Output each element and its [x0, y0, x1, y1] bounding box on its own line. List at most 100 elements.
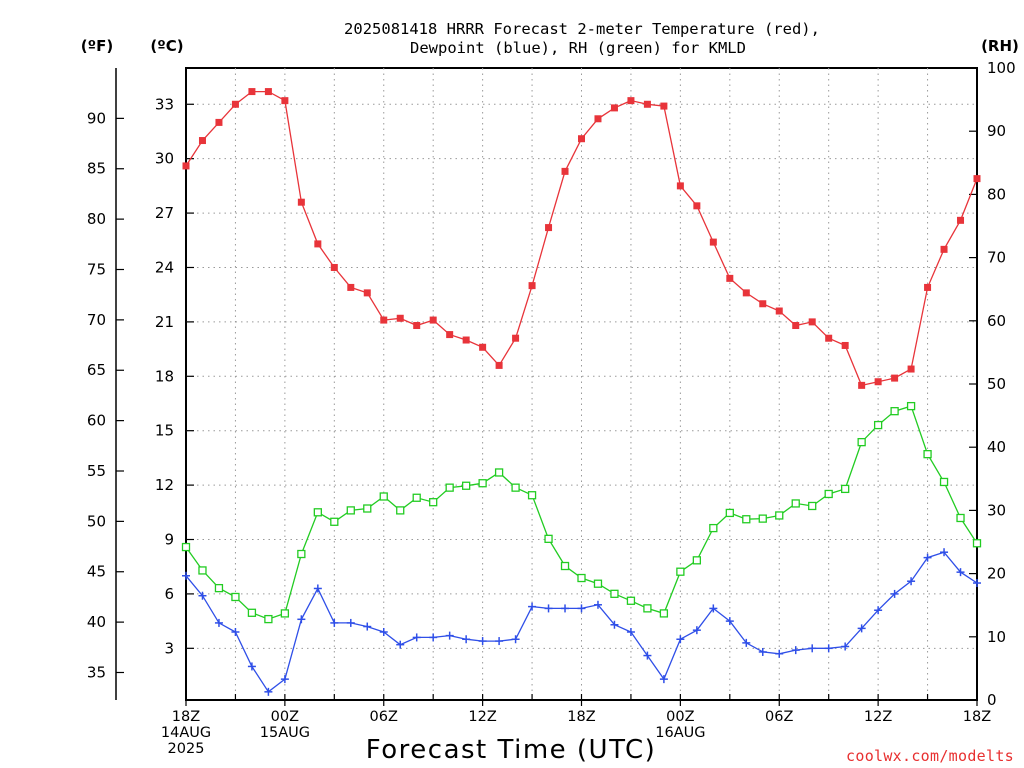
- dewpoint-point: [264, 687, 273, 696]
- temperature-point: [330, 263, 338, 271]
- temperature-point: [248, 88, 256, 96]
- dewpoint-point: [528, 602, 537, 611]
- temperature-point: [578, 135, 585, 143]
- temperature-point: [940, 245, 948, 253]
- fahrenheit-tick-label: 85: [87, 160, 106, 178]
- rh-point: [412, 493, 421, 502]
- celsius-tick-label: 9: [164, 531, 174, 549]
- temperature-point: [676, 182, 684, 190]
- temperature-point: [380, 316, 388, 324]
- dewpoint-point: [577, 604, 586, 613]
- dewpoint-point: [956, 568, 965, 577]
- series-2: [181, 401, 982, 624]
- dewpoint-point: [940, 548, 949, 557]
- rh-point: [181, 542, 191, 552]
- fahrenheit-unit-label: (ºF): [81, 37, 113, 55]
- rh-point: [478, 479, 487, 488]
- x-tick-label: 2025: [168, 741, 205, 757]
- rh-point: [363, 504, 372, 513]
- rh-point: [742, 515, 751, 524]
- temperature-point: [281, 97, 289, 105]
- rh-point: [313, 508, 322, 517]
- temperature-point: [643, 100, 651, 108]
- dewpoint-point: [775, 649, 784, 658]
- rh-tick-label: 70: [987, 249, 1006, 267]
- temperature-point: [594, 115, 602, 123]
- x-tick-label: 06Z: [370, 709, 398, 725]
- temperature-point: [891, 374, 899, 382]
- dewpoint-point: [874, 606, 883, 615]
- celsius-tick-label: 24: [155, 258, 174, 276]
- dewpoint-point: [297, 615, 306, 624]
- dewpoint-point: [610, 620, 619, 629]
- dewpoint-point: [247, 662, 256, 671]
- rh-point: [610, 589, 619, 598]
- fahrenheit-tick-label: 80: [87, 210, 106, 228]
- rh-tick-label: 30: [987, 501, 1006, 519]
- rh-unit-label: (RH): [981, 37, 1019, 55]
- dewpoint-point: [445, 631, 454, 640]
- x-tick-label: 06Z: [765, 709, 793, 725]
- x-tick-label: 00Z: [271, 709, 299, 725]
- chart-title-line1: 2025081418 HRRR Forecast 2-meter Tempera…: [344, 20, 820, 38]
- rh-point: [972, 539, 982, 548]
- fahrenheit-tick-label: 70: [87, 311, 106, 329]
- dewpoint-point: [462, 635, 471, 644]
- dewpoint-point: [808, 644, 817, 653]
- x-tick-label: 12Z: [468, 709, 496, 725]
- temperature-point: [198, 137, 206, 145]
- temperature-point: [957, 216, 965, 224]
- fahrenheit-tick-label: 60: [87, 412, 106, 430]
- dewpoint-point: [841, 642, 850, 651]
- celsius-tick-label: 27: [155, 204, 174, 222]
- dewpoint-point: [692, 626, 701, 635]
- rh-point: [330, 517, 339, 526]
- dewpoint-point: [725, 617, 734, 626]
- temperature-point: [775, 307, 783, 315]
- rh-tick-label: 40: [987, 438, 1006, 456]
- dewpoint-point: [412, 633, 421, 642]
- dewpoint-point: [742, 638, 751, 647]
- dewpoint-point: [973, 579, 981, 588]
- dewpoint-point: [478, 637, 487, 646]
- rh-tick-label: 10: [987, 628, 1006, 646]
- temperature-point: [264, 88, 272, 96]
- temperature-point: [545, 224, 553, 232]
- temperature-point: [924, 283, 932, 291]
- dewpoint-point: [198, 591, 207, 600]
- x-tick-label: 18Z: [172, 709, 200, 725]
- dewpoint-point: [907, 577, 916, 586]
- grid: [186, 68, 977, 700]
- rh-point: [429, 498, 438, 507]
- temperature-point: [858, 381, 866, 389]
- dewpoint-point: [676, 635, 685, 644]
- dewpoint-point: [758, 647, 767, 656]
- credit-text: coolwx.com/modelts: [846, 747, 1014, 765]
- rh-point: [494, 468, 504, 477]
- x-tick-label: 12Z: [864, 709, 892, 725]
- rh-point: [725, 508, 734, 518]
- fahrenheit-tick-label: 45: [87, 563, 106, 581]
- temperature-point: [808, 318, 816, 326]
- temperature-point: [726, 274, 734, 282]
- temperature-point: [363, 289, 371, 297]
- axes: 35 40 45 50 55 60 65 70 75 80 85 90 3 6 9 12 15 18 21 24 27 3…: [87, 59, 1016, 757]
- dewpoint-point: [593, 600, 602, 609]
- celsius-tick-label: 6: [164, 585, 174, 603]
- rh-point: [808, 501, 817, 511]
- fahrenheit-tick-label: 40: [87, 613, 106, 631]
- rh-tick-label: 50: [987, 375, 1006, 393]
- rh-point: [198, 566, 207, 575]
- temperature-point: [825, 334, 833, 342]
- dewpoint-point: [495, 637, 504, 646]
- temperature-point: [462, 336, 470, 344]
- dewpoint-point: [791, 646, 800, 655]
- rh-point: [346, 506, 355, 515]
- x-tick-label: 14AUG: [161, 725, 211, 741]
- rh-point: [511, 483, 520, 492]
- rh-point: [527, 491, 537, 500]
- rh-point: [214, 583, 224, 593]
- dewpoint-point: [346, 618, 355, 627]
- rh-point: [247, 608, 257, 617]
- temperature-point: [297, 198, 305, 206]
